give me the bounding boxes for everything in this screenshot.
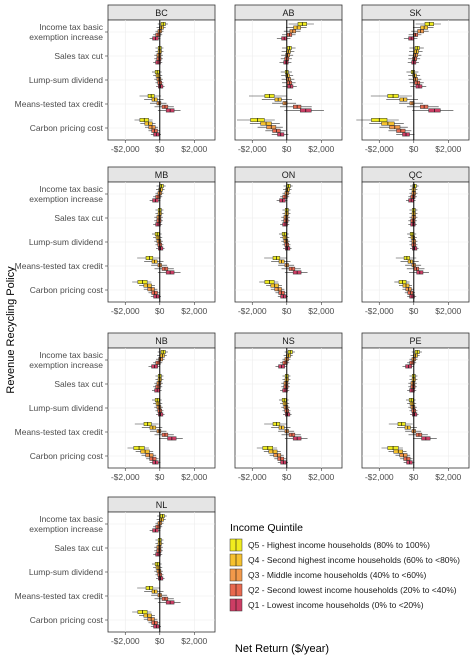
x-tick-label: $2,000 — [181, 636, 207, 646]
facet-label: PE — [409, 336, 421, 346]
x-tick-label: $0 — [155, 636, 165, 646]
y-category-label: exemption increase — [29, 32, 103, 42]
legend-label-q4: Q4 - Second highest income households (6… — [248, 555, 460, 565]
x-tick-label: -$2,000 — [111, 144, 140, 154]
facet-panel-nb: NB -$2,000 $0 $2,000 Income tax basicexempti… — [15, 332, 216, 482]
x-tick-label: $0 — [282, 472, 292, 482]
x-tick-label: -$2,000 — [238, 472, 267, 482]
y-category-label: Sales tax cut — [54, 379, 103, 389]
facet-label: NL — [156, 500, 168, 510]
y-category-label: Means-tested tax credit — [15, 427, 104, 437]
legend-label-q5: Q5 - Highest income households (80% to 1… — [248, 540, 430, 550]
x-tick-label: $0 — [282, 144, 292, 154]
y-category-label: Lump-sum dividend — [29, 237, 103, 247]
x-tick-label: $2,000 — [308, 472, 334, 482]
x-tick-label: -$2,000 — [365, 306, 394, 316]
x-tick-label: -$2,000 — [111, 636, 140, 646]
x-tick-label: $0 — [155, 306, 165, 316]
facet-panel-sk: SK -$2,000 $0 $2,000 — [356, 4, 470, 154]
legend-label-q2: Q2 - Second lowest income households (20… — [248, 585, 457, 595]
y-category-label: exemption increase — [29, 524, 103, 534]
x-tick-label: $0 — [282, 306, 292, 316]
y-category-label: Means-tested tax credit — [15, 99, 104, 109]
facet-panel-on: ON -$2,000 $0 $2,000 — [234, 166, 343, 316]
y-category-label: Income tax basic — [39, 184, 104, 194]
y-category-label: Carbon pricing cost — [30, 451, 104, 461]
facet-panel-mb: MB -$2,000 $0 $2,000 Income tax basicexempti… — [15, 166, 216, 316]
x-axis-title: Net Return ($/year) — [235, 643, 329, 655]
y-category-label: Lump-sum dividend — [29, 403, 103, 413]
y-category-label: exemption increase — [29, 360, 103, 370]
legend-label-q3: Q3 - Middle income households (40% to <6… — [248, 570, 427, 580]
x-tick-label: $2,000 — [181, 472, 207, 482]
facet-label: NB — [155, 336, 168, 346]
legend-label-q1: Q1 - Lowest income households (0% to <20… — [248, 600, 424, 610]
y-category-label: Sales tax cut — [54, 543, 103, 553]
facet-label: QC — [409, 170, 423, 180]
facet-panel-qc: QC -$2,000 $0 $2,000 — [361, 166, 470, 316]
facet-panel-nl: NL -$2,000 $0 $2,000 Income tax basicexempti… — [15, 496, 216, 646]
y-category-label: Income tax basic — [39, 514, 104, 524]
x-tick-label: $0 — [155, 144, 165, 154]
facet-panel-ab: AB -$2,000 $0 $2,000 — [234, 4, 343, 154]
x-tick-label: $2,000 — [435, 144, 461, 154]
facet-label: BC — [155, 8, 168, 18]
facet-panel-bc: BC -$2,000 $0 $2,000 Income tax basicexempti… — [15, 4, 216, 154]
y-category-label: Carbon pricing cost — [30, 123, 104, 133]
x-tick-label: $0 — [155, 472, 165, 482]
x-tick-label: $2,000 — [435, 472, 461, 482]
legend: Income Quintile Q5 - Highest income hous… — [229, 522, 460, 612]
x-tick-label: $2,000 — [435, 306, 461, 316]
facet-label: NS — [282, 336, 295, 346]
facet-panel-pe: PE -$2,000 $0 $2,000 — [361, 332, 470, 482]
y-axis-title: Revenue Recycling Policy — [5, 266, 17, 394]
x-tick-label: $2,000 — [181, 306, 207, 316]
x-tick-label: -$2,000 — [111, 472, 140, 482]
x-tick-label: -$2,000 — [365, 472, 394, 482]
y-category-label: Sales tax cut — [54, 51, 103, 61]
y-category-label: Lump-sum dividend — [29, 75, 103, 85]
y-category-label: Income tax basic — [39, 350, 104, 360]
x-tick-label: $2,000 — [308, 144, 334, 154]
y-category-label: Lump-sum dividend — [29, 567, 103, 577]
y-category-label: Carbon pricing cost — [30, 615, 104, 625]
x-tick-label: -$2,000 — [111, 306, 140, 316]
facet-panel-ns: NS -$2,000 $0 $2,000 — [234, 332, 343, 482]
x-tick-label: $0 — [409, 306, 419, 316]
x-tick-label: -$2,000 — [365, 144, 394, 154]
x-tick-label: $2,000 — [308, 306, 334, 316]
x-tick-label: -$2,000 — [238, 144, 267, 154]
x-tick-label: $2,000 — [181, 144, 207, 154]
x-tick-label: -$2,000 — [238, 306, 267, 316]
y-category-label: Carbon pricing cost — [30, 285, 104, 295]
x-tick-label: $0 — [409, 472, 419, 482]
y-category-label: Means-tested tax credit — [15, 591, 104, 601]
y-category-label: Means-tested tax credit — [15, 261, 104, 271]
legend-title: Income Quintile — [230, 522, 303, 534]
y-category-label: exemption increase — [29, 194, 103, 204]
facet-label: MB — [155, 170, 169, 180]
facet-label: AB — [282, 8, 294, 18]
facet-label: ON — [282, 170, 296, 180]
y-category-label: Sales tax cut — [54, 213, 103, 223]
y-category-label: Income tax basic — [39, 22, 104, 32]
facet-label: SK — [409, 8, 421, 18]
x-tick-label: $0 — [409, 144, 419, 154]
